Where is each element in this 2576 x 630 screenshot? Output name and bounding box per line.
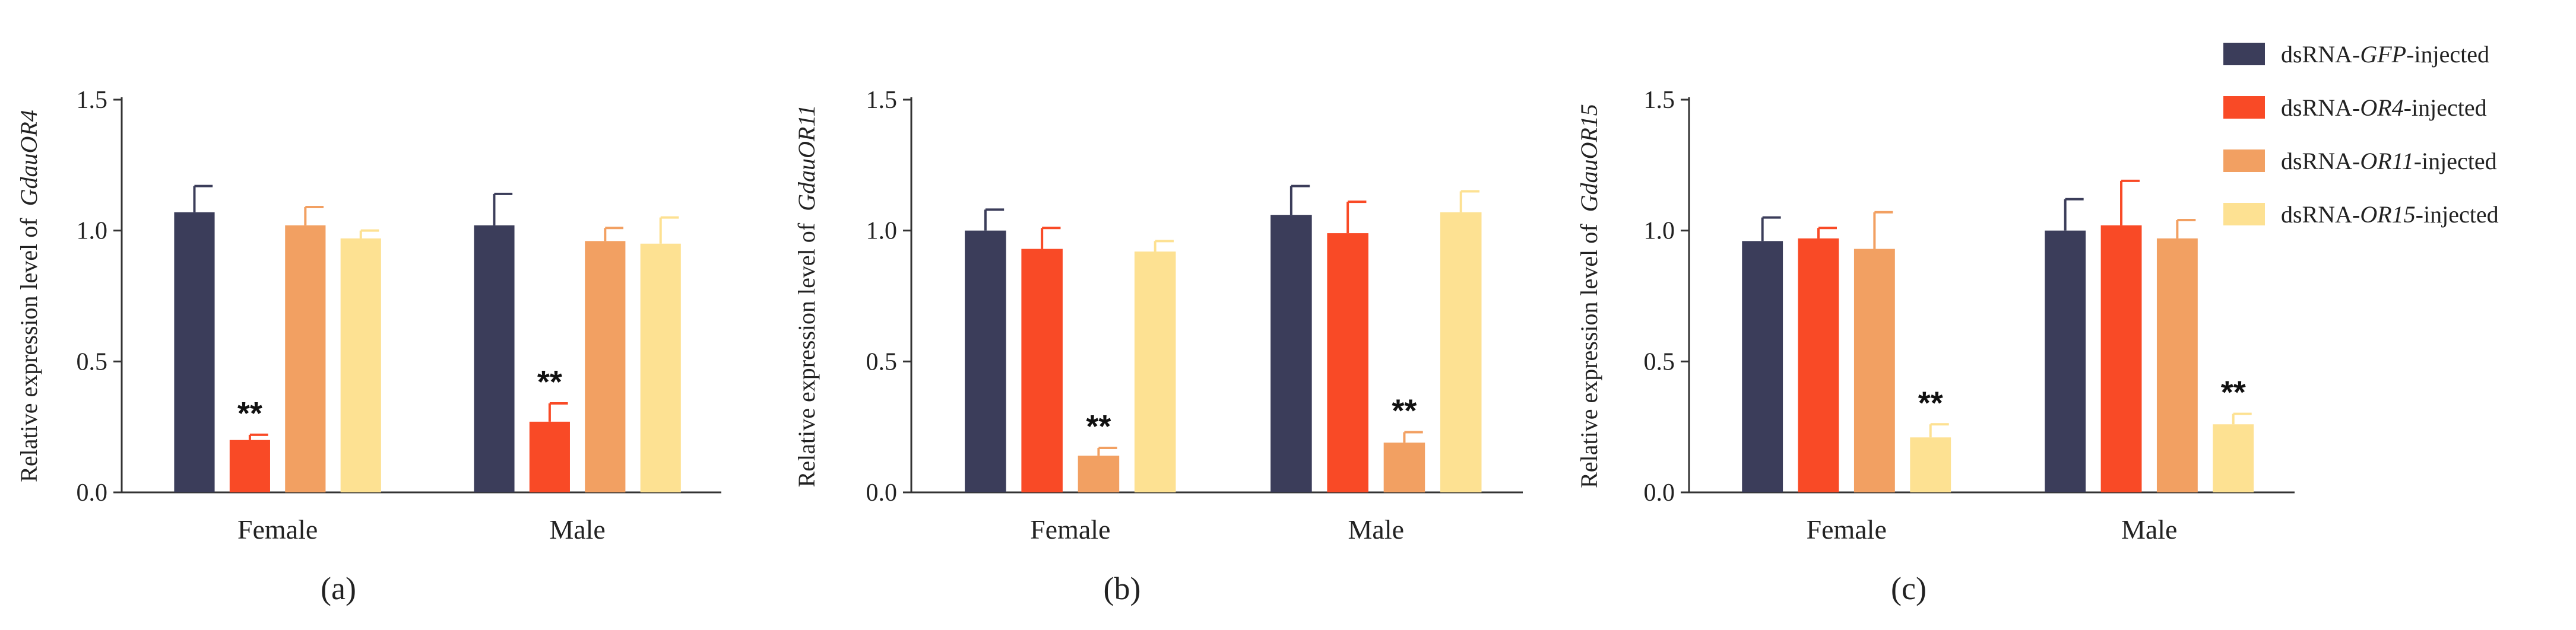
bar: [1021, 249, 1063, 492]
y-axis-title-gene: GdauOR4: [15, 110, 42, 206]
x-category-label: Female: [1806, 514, 1886, 545]
bar: [340, 238, 381, 492]
x-category-label: Male: [2121, 514, 2178, 545]
bar: [1383, 443, 1425, 492]
legend-label: dsRNA-OR11-injected: [2281, 148, 2497, 174]
bar: [2213, 424, 2254, 492]
y-axis-title-text: Relative expression level of: [15, 212, 42, 482]
panel-label: (b): [1104, 571, 1141, 606]
legend-label-gene: OR11: [2360, 148, 2413, 174]
significance-marker: **: [1918, 385, 1943, 421]
y-axis-title: Relative expression level of GdauOR4: [15, 110, 42, 482]
legend-label: dsRNA-GFP-injected: [2281, 41, 2489, 68]
legend-label-suffix: -injected: [2416, 201, 2499, 228]
legend-label-suffix: -injected: [2414, 148, 2497, 174]
y-tick-label: 0.5: [866, 348, 898, 376]
legend-label: dsRNA-OR4-injected: [2281, 94, 2487, 121]
legend-label-prefix: dsRNA-: [2281, 94, 2360, 121]
bar: [640, 243, 681, 492]
panel-b-chart: 0.0 0.5 1.0 1.5 Relative expression level of…: [793, 87, 1523, 606]
legend-label-gene: OR15: [2360, 201, 2415, 228]
panel-label: (a): [321, 571, 356, 606]
bar: [965, 230, 1006, 492]
legend: dsRNA-GFP-injecteddsRNA-OR4-injecteddsRN…: [2223, 41, 2499, 228]
x-category-label: Male: [549, 514, 606, 545]
panel-c-chart: 0.0 0.5 1.0 1.5 Relative expression level of…: [1576, 87, 2295, 606]
legend-label-gene: OR4: [2360, 94, 2403, 121]
bar: [1440, 212, 1482, 492]
bar: [1742, 241, 1783, 492]
y-axis-title-text: Relative expression level of: [793, 217, 820, 487]
bar: [1078, 456, 1120, 492]
y-tick-label: 0.0: [1644, 479, 1675, 507]
panel-label: (c): [1891, 571, 1927, 606]
x-category-label: Female: [237, 514, 318, 545]
significance-marker: **: [1392, 393, 1417, 428]
legend-swatch: [2223, 203, 2265, 225]
significance-marker: **: [237, 396, 262, 431]
y-tick-label: 1.5: [77, 87, 108, 114]
bar: [229, 440, 270, 492]
bar: [1134, 251, 1176, 492]
y-tick-label: 0.5: [1644, 348, 1675, 376]
bar: [1853, 249, 1895, 492]
bar: [529, 421, 570, 492]
bar: [2045, 230, 2086, 492]
bar: [585, 241, 626, 492]
bar: [2156, 238, 2198, 492]
x-category-label: Female: [1030, 514, 1110, 545]
y-tick-label: 1.5: [1644, 87, 1675, 114]
significance-marker: **: [537, 364, 562, 400]
bar: [1270, 215, 1312, 492]
y-tick-label: 0.0: [77, 479, 108, 507]
legend-swatch: [2223, 43, 2265, 65]
panel-a-chart: 0.0 0.5 1.0 1.5 Relative expression level of…: [15, 87, 721, 606]
bar: [1910, 437, 1951, 492]
bar: [2100, 225, 2142, 492]
legend-label: dsRNA-OR15-injected: [2281, 201, 2499, 228]
y-tick-label: 0.0: [866, 479, 898, 507]
y-axis-title-text: Relative expression level of: [1576, 218, 1602, 488]
x-category-label: Male: [1348, 514, 1405, 545]
legend-label-suffix: -injected: [2404, 94, 2487, 121]
bar: [1327, 233, 1368, 492]
legend-label-suffix: -injected: [2406, 41, 2489, 68]
y-tick-label: 1.0: [1644, 218, 1675, 245]
bar: [474, 225, 515, 492]
y-axis-title: Relative expression level of GdauOR11: [793, 105, 820, 488]
significance-marker: **: [2221, 375, 2246, 411]
legend-swatch: [2223, 96, 2265, 119]
bar: [174, 212, 215, 492]
y-axis-title-gene: GdauOR15: [1576, 104, 1602, 212]
y-tick-label: 0.5: [77, 348, 108, 376]
legend-label-prefix: dsRNA-: [2281, 41, 2360, 68]
legend-label-prefix: dsRNA-: [2281, 201, 2360, 228]
y-axis-title-gene: GdauOR11: [793, 105, 820, 211]
y-tick-label: 1.0: [77, 218, 108, 245]
legend-label-gene: GFP: [2360, 41, 2406, 68]
significance-marker: **: [1086, 409, 1111, 444]
y-axis-title: Relative expression level of GdauOR15: [1576, 104, 1602, 488]
bar: [285, 225, 326, 492]
legend-label-prefix: dsRNA-: [2281, 148, 2360, 174]
y-tick-label: 1.5: [866, 87, 898, 114]
bar: [1798, 238, 1839, 492]
legend-swatch: [2223, 149, 2265, 172]
y-tick-label: 1.0: [866, 218, 898, 245]
